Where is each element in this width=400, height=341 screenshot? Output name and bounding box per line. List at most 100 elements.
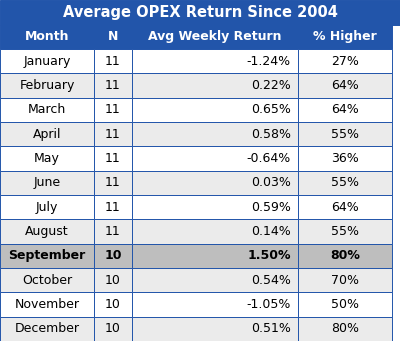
Text: Average OPEX Return Since 2004: Average OPEX Return Since 2004 — [62, 5, 338, 20]
Bar — [0, 0, 400, 25]
Text: 0.59%: 0.59% — [251, 201, 291, 214]
Text: 64%: 64% — [331, 79, 359, 92]
Bar — [298, 49, 392, 73]
Text: 0.65%: 0.65% — [251, 103, 291, 116]
Bar — [298, 98, 392, 122]
Text: December: December — [14, 322, 80, 335]
Bar — [298, 219, 392, 244]
Text: % Higher: % Higher — [313, 30, 377, 43]
Text: 10: 10 — [104, 249, 122, 262]
Text: Month: Month — [25, 30, 69, 43]
Text: 80%: 80% — [331, 322, 359, 335]
Bar — [0, 268, 94, 292]
Bar — [0, 171, 94, 195]
Text: June: June — [34, 176, 60, 189]
Text: July: July — [36, 201, 58, 214]
Text: 80%: 80% — [330, 249, 360, 262]
Bar — [132, 317, 298, 341]
Bar — [0, 146, 94, 171]
Text: March: March — [28, 103, 66, 116]
Bar — [94, 122, 132, 146]
Bar — [132, 73, 298, 98]
Bar — [132, 171, 298, 195]
Text: 55%: 55% — [331, 225, 359, 238]
Text: May: May — [34, 152, 60, 165]
Text: 11: 11 — [105, 128, 121, 141]
Bar — [132, 146, 298, 171]
Text: February: February — [19, 79, 75, 92]
Bar — [298, 292, 392, 317]
Bar — [0, 25, 94, 49]
Bar — [94, 292, 132, 317]
Text: 55%: 55% — [331, 176, 359, 189]
Text: 27%: 27% — [331, 55, 359, 68]
Text: 0.22%: 0.22% — [251, 79, 291, 92]
Bar — [94, 268, 132, 292]
Text: 0.54%: 0.54% — [251, 274, 291, 287]
Bar — [132, 122, 298, 146]
Text: January: January — [23, 55, 71, 68]
Bar — [94, 244, 132, 268]
Text: November: November — [14, 298, 80, 311]
Text: 11: 11 — [105, 103, 121, 116]
Bar — [0, 195, 94, 219]
Text: October: October — [22, 274, 72, 287]
Bar — [94, 219, 132, 244]
Bar — [298, 268, 392, 292]
Text: 10: 10 — [105, 322, 121, 335]
Bar — [94, 98, 132, 122]
Bar — [298, 244, 392, 268]
Bar — [132, 219, 298, 244]
Text: 64%: 64% — [331, 103, 359, 116]
Bar — [0, 98, 94, 122]
Text: 11: 11 — [105, 79, 121, 92]
Bar — [94, 171, 132, 195]
Bar — [132, 195, 298, 219]
Bar — [132, 292, 298, 317]
Bar — [94, 317, 132, 341]
Bar — [298, 25, 392, 49]
Bar — [298, 122, 392, 146]
Text: -1.05%: -1.05% — [246, 298, 291, 311]
Text: September: September — [8, 249, 86, 262]
Bar — [94, 73, 132, 98]
Bar — [298, 195, 392, 219]
Text: N: N — [108, 30, 118, 43]
Text: 55%: 55% — [331, 128, 359, 141]
Text: 0.51%: 0.51% — [251, 322, 291, 335]
Text: 64%: 64% — [331, 201, 359, 214]
Text: 11: 11 — [105, 201, 121, 214]
Text: 50%: 50% — [331, 298, 359, 311]
Bar — [132, 268, 298, 292]
Bar — [0, 49, 94, 73]
Text: 11: 11 — [105, 152, 121, 165]
Bar — [0, 122, 94, 146]
Bar — [298, 146, 392, 171]
Text: 0.58%: 0.58% — [251, 128, 291, 141]
Bar — [94, 49, 132, 73]
Bar — [94, 146, 132, 171]
Bar — [94, 195, 132, 219]
Text: 11: 11 — [105, 55, 121, 68]
Bar — [94, 25, 132, 49]
Text: 11: 11 — [105, 176, 121, 189]
Text: 10: 10 — [105, 298, 121, 311]
Text: 11: 11 — [105, 225, 121, 238]
Bar — [132, 25, 298, 49]
Text: 0.03%: 0.03% — [251, 176, 291, 189]
Bar — [0, 219, 94, 244]
Text: -0.64%: -0.64% — [246, 152, 291, 165]
Text: 36%: 36% — [331, 152, 359, 165]
Bar — [298, 171, 392, 195]
Bar — [0, 317, 94, 341]
Bar — [132, 98, 298, 122]
Text: August: August — [25, 225, 69, 238]
Text: 1.50%: 1.50% — [247, 249, 291, 262]
Text: -1.24%: -1.24% — [247, 55, 291, 68]
Text: April: April — [33, 128, 61, 141]
Bar — [298, 317, 392, 341]
Bar — [0, 292, 94, 317]
Bar — [132, 49, 298, 73]
Text: 0.14%: 0.14% — [251, 225, 291, 238]
Bar — [0, 73, 94, 98]
